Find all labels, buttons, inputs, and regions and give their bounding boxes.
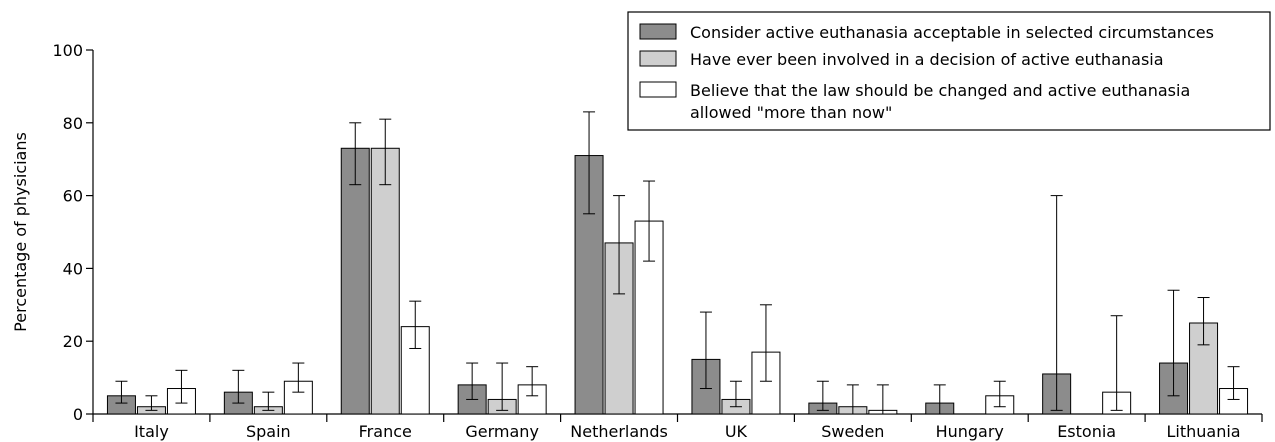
legend-label: Have ever been involved in a decision of… (690, 50, 1164, 69)
y-axis-title: Percentage of physicians (11, 132, 30, 332)
legend-box (627, 11, 1271, 131)
category-label: Italy (134, 422, 169, 441)
category-label: Hungary (936, 422, 1004, 441)
legend: Consider active euthanasia acceptable in… (627, 11, 1271, 131)
legend-swatch (639, 50, 677, 67)
category-label: Netherlands (570, 422, 668, 441)
category-labels: Italy Spain France Germany Netherlands UK Swed… (134, 422, 1241, 441)
category-label: Estonia (1057, 422, 1116, 441)
legend-label: Believe that the law should be changed a… (690, 81, 1190, 122)
y-tick-label: 80 (63, 114, 83, 133)
legend-swatch (639, 81, 677, 98)
category-label: France (359, 422, 412, 441)
bar (340, 147, 370, 415)
y-ticks: 0 20 40 60 80 100 (52, 41, 93, 424)
category-label: Spain (246, 422, 291, 441)
y-tick-label: 60 (63, 187, 83, 206)
bar (370, 147, 400, 415)
y-tick-label: 20 (63, 332, 83, 351)
y-tick-label: 40 (63, 259, 83, 278)
y-tick-label: 0 (73, 405, 83, 424)
legend-label: Consider active euthanasia acceptable in… (690, 23, 1214, 42)
legend-swatch (639, 23, 677, 40)
category-label: Lithuania (1166, 422, 1240, 441)
error-bars (115, 111, 1240, 415)
y-tick-label: 100 (52, 41, 83, 60)
category-label: UK (725, 422, 748, 441)
x-ticks (92, 414, 1263, 422)
category-label: Sweden (821, 422, 884, 441)
category-label: Germany (465, 422, 539, 441)
bars (106, 147, 1249, 415)
